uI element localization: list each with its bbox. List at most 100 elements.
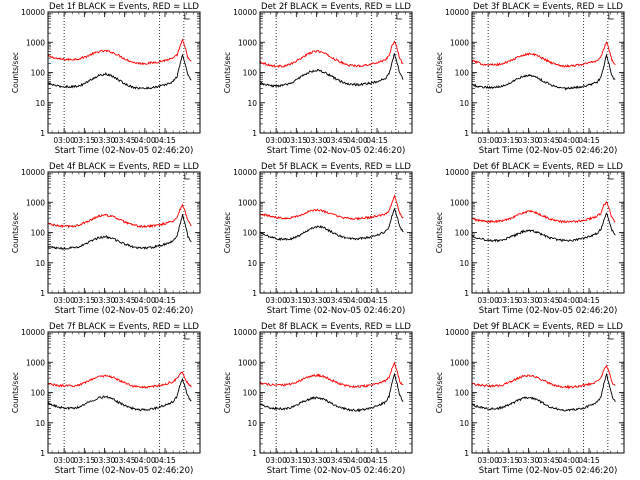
- y-tick-label: 1000: [450, 198, 469, 207]
- y-tick-label: 100: [455, 229, 470, 238]
- x-axis-label: Start Time (02-Nov-05 02:46:20): [55, 466, 194, 476]
- x-tick-label: 04:15: [154, 136, 176, 145]
- x-tick-label: 03:30: [518, 456, 540, 465]
- events-series-black: [47, 53, 192, 90]
- lld-series-red: [259, 40, 404, 69]
- x-axis-label: Start Time (02-Nov-05 02:46:20): [479, 146, 618, 156]
- x-tick-label: 03:15: [286, 456, 308, 465]
- chart-panel-3: Det 3f BLACK = Events, RED = LLD 1 10 100 10…: [435, 2, 625, 156]
- plot-frame: [259, 171, 413, 294]
- y-tick-label: 1000: [26, 38, 45, 47]
- lld-series-red: [259, 361, 404, 389]
- x-tick-label: 04:00: [346, 456, 368, 465]
- chart-title: Det 2f BLACK = Events, RED = LLD: [261, 2, 411, 12]
- y-tick-label: 10000: [21, 328, 45, 337]
- x-tick-label: 03:15: [498, 136, 520, 145]
- lld-series-red: [471, 364, 616, 390]
- y-tick-label: 1: [252, 129, 257, 138]
- plot-frame: [259, 11, 413, 134]
- x-axis-label: Start Time (02-Nov-05 02:46:20): [479, 466, 618, 476]
- chart-panel-5: Det 5f BLACK = Events, RED = LLD 1 10 100 10…: [223, 162, 413, 316]
- x-tick-label: 03:30: [306, 136, 328, 145]
- chart-title: Det 1f BLACK = Events, RED = LLD: [49, 2, 199, 12]
- marker-bracket: [396, 173, 402, 180]
- y-axis-label: Counts/sec: [435, 212, 444, 253]
- events-series-black: [48, 377, 192, 412]
- chart-title: Det 3f BLACK = Events, RED = LLD: [473, 2, 623, 12]
- y-tick-label: 10: [247, 259, 257, 268]
- y-tick-label: 10000: [233, 328, 257, 337]
- y-tick-label: 1: [40, 289, 45, 298]
- y-tick-label: 100: [31, 389, 46, 398]
- y-tick-label: 10: [459, 259, 469, 268]
- y-tick-label: 10000: [21, 168, 45, 177]
- x-tick-label: 03:30: [94, 296, 116, 305]
- y-tick-label: 100: [243, 69, 258, 78]
- x-tick-label: 03:15: [74, 296, 96, 305]
- x-tick-label: 03:15: [74, 456, 96, 465]
- x-tick-label: 04:00: [346, 136, 368, 145]
- plot-frame: [471, 11, 625, 134]
- x-tick-label: 03:30: [306, 296, 328, 305]
- y-axis-label: Counts/sec: [435, 372, 444, 413]
- chart-title: Det 6f BLACK = Events, RED = LLD: [473, 162, 623, 172]
- x-tick-label: 03:45: [326, 456, 348, 465]
- x-tick-label: 03:00: [53, 296, 75, 305]
- x-axis-label: Start Time (02-Nov-05 02:46:20): [267, 306, 406, 316]
- y-axis-label: Counts/sec: [223, 52, 232, 93]
- x-tick-label: 03:45: [114, 456, 136, 465]
- y-tick-label: 1: [252, 449, 257, 458]
- x-axis-label: Start Time (02-Nov-05 02:46:20): [267, 466, 406, 476]
- x-tick-label: 04:00: [558, 136, 580, 145]
- x-tick-label: 03:00: [53, 456, 75, 465]
- chart-panel-1: Det 1f BLACK = Events, RED = LLD 1 10 100 10…: [11, 2, 201, 156]
- y-tick-label: 10: [247, 419, 257, 428]
- chart-panel-2: Det 2f BLACK = Events, RED = LLD 1 10 100 10…: [223, 2, 413, 156]
- chart-title: Det 4f BLACK = Events, RED = LLD: [49, 162, 199, 172]
- chart-panel-9: Det 9f BLACK = Events, RED = LLD 1 10 100 10…: [435, 322, 625, 476]
- x-tick-label: 03:00: [477, 136, 499, 145]
- x-tick-label: 04:15: [578, 136, 600, 145]
- y-tick-label: 100: [455, 389, 470, 398]
- y-tick-label: 1000: [450, 38, 469, 47]
- x-tick-label: 03:45: [114, 296, 136, 305]
- y-tick-label: 1: [464, 129, 469, 138]
- chart-title: Det 5f BLACK = Events, RED = LLD: [261, 162, 411, 172]
- y-tick-label: 10: [35, 259, 45, 268]
- x-tick-label: 03:30: [518, 136, 540, 145]
- x-tick-label: 03:15: [286, 296, 308, 305]
- plot-frame: [47, 171, 201, 294]
- chart-panel-7: Det 7f BLACK = Events, RED = LLD 1 10 100 10…: [11, 322, 201, 476]
- x-tick-label: 04:15: [366, 296, 388, 305]
- x-tick-label: 03:00: [265, 296, 287, 305]
- y-axis-label: Counts/sec: [11, 212, 20, 253]
- x-tick-label: 04:00: [346, 296, 368, 305]
- plot-frame: [471, 331, 625, 454]
- x-tick-label: 03:15: [74, 136, 96, 145]
- x-tick-label: 03:30: [94, 456, 116, 465]
- x-tick-label: 03:45: [326, 136, 348, 145]
- y-tick-label: 1000: [238, 358, 257, 367]
- x-axis-label: Start Time (02-Nov-05 02:46:20): [479, 306, 618, 316]
- chart-title: Det 9f BLACK = Events, RED = LLD: [473, 322, 623, 332]
- lld-series-red: [471, 201, 616, 224]
- y-tick-label: 10000: [445, 328, 469, 337]
- y-tick-label: 10: [459, 419, 469, 428]
- x-tick-label: 04:00: [134, 456, 156, 465]
- y-tick-label: 1000: [238, 198, 257, 207]
- events-series-black: [471, 372, 616, 412]
- y-tick-label: 100: [31, 229, 46, 238]
- x-axis-label: Start Time (02-Nov-05 02:46:20): [55, 146, 194, 156]
- y-tick-label: 100: [243, 229, 258, 238]
- events-series-black: [471, 212, 616, 243]
- events-series-black: [259, 53, 404, 88]
- lld-series-red: [471, 41, 616, 68]
- plot-frame: [47, 331, 201, 454]
- x-tick-label: 03:45: [326, 296, 348, 305]
- y-axis-label: Counts/sec: [223, 372, 232, 413]
- y-tick-label: 1: [40, 129, 45, 138]
- y-tick-label: 10: [35, 419, 45, 428]
- x-tick-label: 03:15: [498, 456, 520, 465]
- x-tick-label: 03:15: [498, 296, 520, 305]
- y-tick-label: 1: [40, 449, 45, 458]
